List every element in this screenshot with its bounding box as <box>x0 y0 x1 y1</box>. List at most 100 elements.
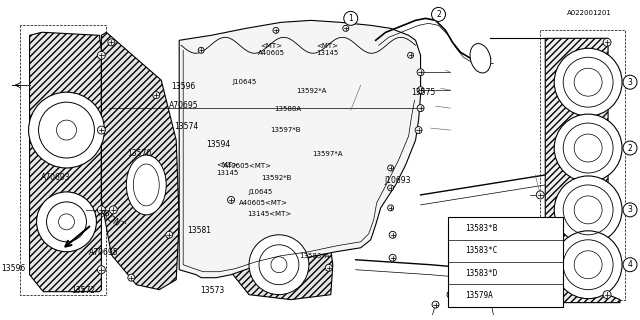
Text: 13583*D: 13583*D <box>465 269 498 278</box>
Circle shape <box>623 141 637 155</box>
Circle shape <box>417 69 424 76</box>
Circle shape <box>432 301 439 308</box>
Circle shape <box>97 51 106 59</box>
Circle shape <box>389 231 396 238</box>
Text: J10693: J10693 <box>384 176 411 185</box>
Circle shape <box>166 231 173 238</box>
Circle shape <box>29 92 104 168</box>
Text: 13592*B: 13592*B <box>261 174 291 180</box>
Polygon shape <box>29 32 101 292</box>
Text: 13596: 13596 <box>1 264 25 273</box>
Text: J10645: J10645 <box>248 189 272 195</box>
Text: 3: 3 <box>454 270 459 276</box>
Text: J10645: J10645 <box>232 79 257 85</box>
Circle shape <box>487 296 494 303</box>
Text: A70695: A70695 <box>89 248 118 257</box>
Circle shape <box>108 39 115 46</box>
Text: A40605: A40605 <box>257 50 285 56</box>
Circle shape <box>97 266 106 274</box>
Circle shape <box>447 291 454 298</box>
Text: A70693: A70693 <box>41 173 71 182</box>
Circle shape <box>451 268 461 278</box>
Circle shape <box>465 274 472 281</box>
Circle shape <box>198 47 204 53</box>
Text: A022001201: A022001201 <box>566 10 611 16</box>
Text: 13579A: 13579A <box>465 291 493 300</box>
Text: 3: 3 <box>628 205 632 214</box>
Circle shape <box>97 206 106 214</box>
Polygon shape <box>179 20 420 278</box>
Text: 13573: 13573 <box>200 286 225 295</box>
Circle shape <box>603 291 611 299</box>
Text: 1: 1 <box>348 14 353 23</box>
Text: FRONT: FRONT <box>97 209 126 231</box>
Circle shape <box>554 231 622 299</box>
Circle shape <box>467 251 474 258</box>
Circle shape <box>417 87 424 94</box>
Circle shape <box>554 48 622 116</box>
Ellipse shape <box>126 155 166 215</box>
Text: 13588A: 13588A <box>274 106 301 112</box>
Text: 13145: 13145 <box>216 170 238 176</box>
Circle shape <box>388 205 394 211</box>
Text: 2: 2 <box>436 10 441 19</box>
Text: 13145<MT>: 13145<MT> <box>248 211 292 217</box>
Circle shape <box>554 176 622 244</box>
Text: 13583*B: 13583*B <box>465 224 498 233</box>
Circle shape <box>536 191 544 199</box>
Circle shape <box>451 224 461 234</box>
Polygon shape <box>229 195 333 300</box>
Circle shape <box>344 12 358 25</box>
Text: 1: 1 <box>454 226 459 232</box>
Text: A40605<MT>: A40605<MT> <box>223 164 272 169</box>
Text: 13583*A: 13583*A <box>299 253 330 259</box>
Circle shape <box>623 258 637 272</box>
Circle shape <box>554 114 622 182</box>
Circle shape <box>153 92 160 99</box>
Circle shape <box>623 75 637 89</box>
Text: 13572: 13572 <box>71 286 95 295</box>
Circle shape <box>389 254 396 261</box>
Text: 4: 4 <box>628 260 632 269</box>
Circle shape <box>451 246 461 256</box>
Circle shape <box>273 27 279 33</box>
Text: 13597*B: 13597*B <box>271 127 301 133</box>
Text: 2: 2 <box>454 248 459 254</box>
Circle shape <box>388 165 394 171</box>
Circle shape <box>623 203 637 217</box>
Polygon shape <box>101 32 179 290</box>
Text: <MT>: <MT> <box>316 43 338 49</box>
Circle shape <box>415 127 422 133</box>
Circle shape <box>408 52 413 58</box>
Text: 2: 2 <box>628 144 632 153</box>
Circle shape <box>417 105 424 112</box>
Circle shape <box>388 185 394 191</box>
Circle shape <box>431 7 445 21</box>
Circle shape <box>36 192 97 252</box>
Text: 13575: 13575 <box>411 88 435 98</box>
Circle shape <box>97 126 106 134</box>
Text: 13594: 13594 <box>207 140 231 148</box>
Text: A40605<MT>: A40605<MT> <box>239 200 288 206</box>
Circle shape <box>128 274 135 281</box>
Ellipse shape <box>470 44 491 73</box>
Text: 13597*A: 13597*A <box>312 151 342 156</box>
Text: 13596: 13596 <box>172 82 196 91</box>
Text: 3: 3 <box>628 78 632 87</box>
Text: <MT>: <MT> <box>216 162 238 168</box>
Circle shape <box>249 235 309 295</box>
Circle shape <box>325 264 332 271</box>
Circle shape <box>603 38 611 46</box>
Polygon shape <box>545 38 620 303</box>
Circle shape <box>343 25 349 31</box>
Text: 13581: 13581 <box>188 226 212 235</box>
Text: 4: 4 <box>454 293 459 299</box>
FancyBboxPatch shape <box>449 218 563 307</box>
Text: 13583*C: 13583*C <box>465 246 498 255</box>
Text: A70695: A70695 <box>169 101 198 110</box>
Text: 13570: 13570 <box>127 149 151 158</box>
Text: <MT>: <MT> <box>260 43 282 49</box>
Text: 13574: 13574 <box>175 122 199 131</box>
Circle shape <box>228 196 234 204</box>
Circle shape <box>451 291 461 300</box>
